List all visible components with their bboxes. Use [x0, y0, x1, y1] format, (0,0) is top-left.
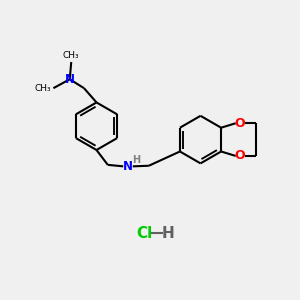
- Text: O: O: [234, 117, 245, 130]
- Text: H: H: [132, 155, 140, 165]
- Text: N: N: [65, 73, 75, 86]
- Text: H: H: [162, 226, 175, 241]
- Text: CH₃: CH₃: [34, 84, 51, 93]
- Text: Cl: Cl: [136, 226, 152, 241]
- Text: CH₃: CH₃: [63, 51, 80, 60]
- Text: O: O: [234, 149, 245, 162]
- Text: N: N: [123, 160, 133, 173]
